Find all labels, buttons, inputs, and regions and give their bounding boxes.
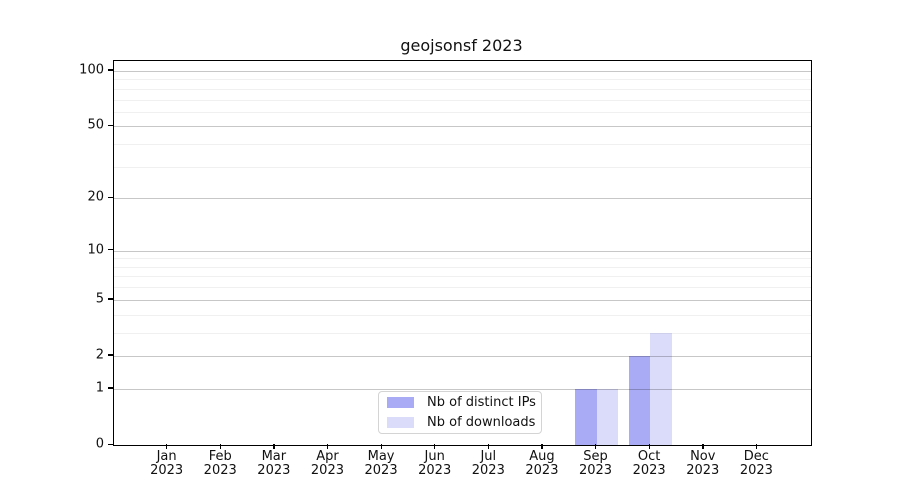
x-tick-mark	[595, 444, 597, 449]
y-tick-label: 50	[87, 117, 104, 133]
bar-distinct-ips	[628, 355, 651, 445]
x-tick-year: 2023	[150, 463, 184, 478]
legend-swatch-downloads	[387, 417, 414, 428]
x-tick-month: Dec	[743, 449, 769, 464]
x-tick-year: 2023	[632, 463, 666, 478]
x-tick-mark	[166, 444, 168, 449]
x-tick-year: 2023	[203, 463, 237, 478]
x-tick-mark	[380, 444, 382, 449]
gridline-minor	[114, 166, 811, 168]
x-tick-month: Sep	[583, 449, 608, 464]
x-tick-mark	[219, 444, 222, 449]
gridline-major	[114, 355, 811, 357]
y-tick-mark	[108, 69, 113, 71]
gridline-major	[114, 126, 811, 128]
x-tick-month: Nov	[690, 449, 716, 464]
legend-item-downloads: Nb of downloads	[387, 415, 536, 430]
x-tick-month: May	[367, 449, 395, 464]
x-tick-month: Mar	[261, 449, 287, 464]
bar-distinct-ips	[575, 388, 597, 445]
x-tick-mark	[487, 444, 490, 449]
y-tick-label: 10	[87, 242, 104, 258]
y-tick-label: 100	[79, 62, 104, 78]
x-tick-label: Jan 2023	[150, 450, 183, 478]
x-tick-mark	[541, 444, 543, 449]
y-tick-mark	[108, 196, 113, 199]
gridline-minor	[114, 276, 811, 278]
x-tick-label: Nov 2023	[686, 450, 719, 478]
x-tick-label: Dec 2023	[740, 450, 773, 478]
x-tick-label: Aug 2023	[525, 450, 558, 478]
bar-downloads	[596, 388, 619, 445]
plot-area	[113, 60, 812, 446]
x-tick-month: Feb	[208, 449, 232, 464]
gridline-major	[114, 388, 811, 390]
y-tick-label: 20	[87, 189, 104, 205]
x-tick-mark	[326, 444, 329, 449]
x-tick-year: 2023	[364, 463, 398, 478]
x-tick-label: Jul 2023	[472, 450, 505, 478]
gridline-minor	[114, 266, 811, 268]
x-tick-year: 2023	[686, 463, 720, 478]
legend-label-downloads: Nb of downloads	[427, 415, 536, 430]
y-tick-mark	[108, 387, 113, 389]
x-tick-year: 2023	[257, 463, 291, 478]
x-tick-month: Jun	[424, 449, 445, 464]
gridline-minor	[114, 314, 811, 316]
chart-title: geojsonsf 2023	[400, 36, 523, 55]
gridline-major	[114, 250, 811, 252]
x-tick-label: Feb 2023	[204, 450, 237, 478]
x-tick-year: 2023	[471, 463, 505, 478]
x-tick-label: May 2023	[365, 450, 398, 478]
y-tick-label: 5	[95, 291, 104, 307]
legend: Nb of distinct IPs Nb of downloads	[378, 391, 542, 434]
y-tick-mark	[108, 354, 113, 356]
x-tick-year: 2023	[310, 463, 344, 478]
x-tick-year: 2023	[525, 463, 559, 478]
gridline-minor	[114, 144, 811, 146]
y-tick-mark	[108, 249, 113, 251]
x-tick-label: Mar 2023	[257, 450, 290, 478]
gridline-minor	[114, 332, 811, 334]
gridline-major	[114, 70, 811, 72]
x-tick-month: Aug	[529, 449, 555, 464]
x-tick-month: Apr	[316, 449, 339, 464]
x-tick-year: 2023	[418, 463, 452, 478]
x-tick-mark	[755, 444, 758, 449]
x-tick-year: 2023	[739, 463, 773, 478]
x-tick-mark	[702, 444, 704, 449]
gridline-minor	[114, 287, 811, 289]
legend-item-distinct-ips: Nb of distinct IPs	[387, 395, 536, 410]
x-tick-mark	[434, 444, 436, 449]
gridline-minor	[114, 111, 811, 113]
x-tick-label: Sep 2023	[579, 450, 612, 478]
gridline-minor	[114, 258, 811, 260]
y-tick-label: 1	[95, 380, 104, 396]
x-tick-label: Apr 2023	[311, 450, 344, 478]
x-tick-mark	[648, 444, 650, 449]
y-tick-mark	[108, 298, 113, 300]
gridline-minor	[114, 99, 811, 101]
x-tick-month: Jul	[480, 449, 497, 464]
x-tick-month: Jan	[156, 449, 177, 464]
gridline-major	[114, 299, 811, 301]
y-tick-label: 2	[95, 347, 104, 363]
x-tick-label: Oct 2023	[633, 450, 666, 478]
bar-downloads	[650, 332, 672, 445]
x-tick-mark	[273, 444, 275, 449]
gridline-minor	[114, 88, 811, 90]
x-tick-month: Oct	[637, 449, 661, 464]
x-tick-label: Jun 2023	[418, 450, 451, 478]
y-tick-label: 0	[95, 436, 104, 452]
legend-swatch-distinct-ips	[387, 397, 414, 408]
y-tick-mark	[108, 443, 113, 445]
gridline-major	[114, 198, 811, 200]
y-tick-mark	[108, 124, 113, 127]
x-tick-year: 2023	[578, 463, 613, 478]
gridline-minor	[114, 79, 811, 81]
legend-label-distinct-ips: Nb of distinct IPs	[427, 395, 536, 410]
